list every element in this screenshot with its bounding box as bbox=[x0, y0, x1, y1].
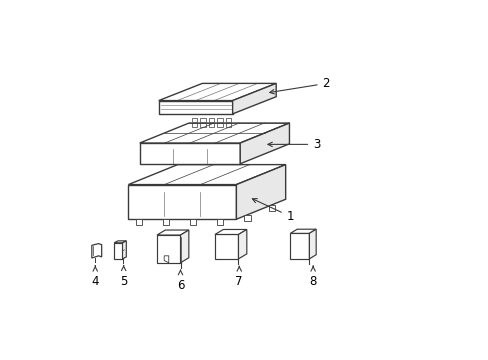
Text: 4: 4 bbox=[91, 275, 99, 288]
Bar bbox=[191, 123, 197, 127]
Bar bbox=[190, 219, 196, 225]
Polygon shape bbox=[236, 165, 285, 219]
Bar bbox=[208, 123, 214, 127]
Polygon shape bbox=[159, 100, 232, 114]
Bar bbox=[217, 118, 223, 122]
Polygon shape bbox=[232, 84, 276, 114]
Polygon shape bbox=[140, 143, 240, 164]
Polygon shape bbox=[244, 215, 250, 221]
Polygon shape bbox=[238, 229, 246, 259]
Bar bbox=[200, 118, 205, 122]
Polygon shape bbox=[114, 243, 122, 259]
Polygon shape bbox=[290, 233, 309, 259]
Text: 5: 5 bbox=[120, 275, 127, 288]
Text: 7: 7 bbox=[235, 275, 243, 288]
Polygon shape bbox=[240, 123, 289, 164]
Polygon shape bbox=[128, 185, 236, 219]
Text: 8: 8 bbox=[309, 275, 316, 288]
Polygon shape bbox=[128, 165, 285, 185]
Bar bbox=[225, 118, 231, 122]
Polygon shape bbox=[180, 230, 188, 263]
Polygon shape bbox=[157, 230, 188, 235]
Bar bbox=[136, 219, 142, 225]
Bar bbox=[191, 118, 197, 122]
Polygon shape bbox=[92, 244, 102, 258]
Polygon shape bbox=[215, 229, 246, 234]
Bar bbox=[163, 219, 169, 225]
Polygon shape bbox=[140, 123, 289, 143]
Polygon shape bbox=[268, 205, 275, 211]
Polygon shape bbox=[122, 241, 126, 259]
Text: 2: 2 bbox=[269, 77, 329, 94]
Polygon shape bbox=[159, 84, 276, 100]
Polygon shape bbox=[157, 235, 180, 263]
Polygon shape bbox=[215, 234, 238, 259]
Bar bbox=[208, 118, 214, 122]
Bar bbox=[217, 123, 223, 127]
Text: 1: 1 bbox=[252, 199, 293, 223]
Text: 6: 6 bbox=[176, 279, 184, 292]
Polygon shape bbox=[309, 229, 316, 259]
Bar bbox=[225, 123, 231, 127]
Text: 3: 3 bbox=[267, 138, 320, 151]
Polygon shape bbox=[290, 229, 316, 233]
Polygon shape bbox=[164, 256, 168, 263]
Polygon shape bbox=[114, 241, 126, 243]
Bar bbox=[217, 219, 223, 225]
Bar bbox=[200, 123, 205, 127]
